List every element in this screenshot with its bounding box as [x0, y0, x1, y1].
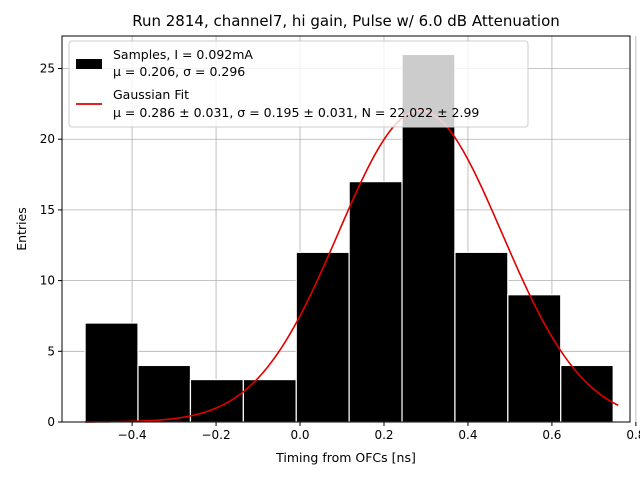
x-axis-label: Timing from OFCs [ns] [275, 450, 416, 465]
histogram-bar [137, 364, 192, 423]
y-tick-label: 15 [40, 203, 55, 217]
axes-frame [61, 35, 631, 423]
legend-samples-swatch [76, 59, 102, 69]
histogram-bar [84, 322, 139, 423]
histogram-bar [454, 251, 509, 423]
axis-ticks: −0.4 −0.2 0.0 0.2 0.4 0.6 0.8 0 5 10 15 20 25 [40, 62, 640, 442]
histogram-bar [507, 294, 562, 423]
x-tick-label: 0.2 [374, 428, 393, 442]
chart-title: Run 2814, channel7, hi gain, Pulse w/ 6.… [132, 12, 560, 30]
x-tick-label: 0.6 [542, 428, 561, 442]
legend: Samples, I = 0.092mA μ = 0.206, σ = 0.29… [68, 40, 529, 128]
x-tick-label: −0.4 [118, 428, 147, 442]
y-tick-label: 0 [47, 415, 55, 429]
histogram-bar [295, 251, 350, 423]
y-tick-label: 10 [40, 274, 55, 288]
y-tick-label: 20 [40, 132, 55, 146]
legend-samples-stats: μ = 0.206, σ = 0.296 [113, 64, 245, 79]
plot-area [62, 36, 637, 423]
x-tick-label: 0.0 [290, 428, 309, 442]
histogram-bar [348, 181, 403, 423]
x-tick-label: 0.8 [626, 428, 640, 442]
histogram-bar [189, 378, 244, 423]
histogram-bar [242, 378, 297, 423]
x-tick-label: −0.2 [201, 428, 230, 442]
legend-box [68, 40, 529, 128]
legend-fit-label: Gaussian Fit [113, 87, 189, 102]
gaussian-fit-curve [85, 109, 619, 423]
legend-samples-label: Samples, I = 0.092mA [113, 47, 253, 62]
legend-fit-stats: μ = 0.286 ± 0.031, σ = 0.195 ± 0.031, N … [113, 105, 479, 120]
y-tick-label: 25 [40, 62, 55, 76]
x-tick-label: 0.4 [458, 428, 477, 442]
y-axis-label: Entries [14, 207, 29, 251]
y-tick-label: 5 [47, 344, 55, 358]
histogram-bar [560, 364, 614, 423]
